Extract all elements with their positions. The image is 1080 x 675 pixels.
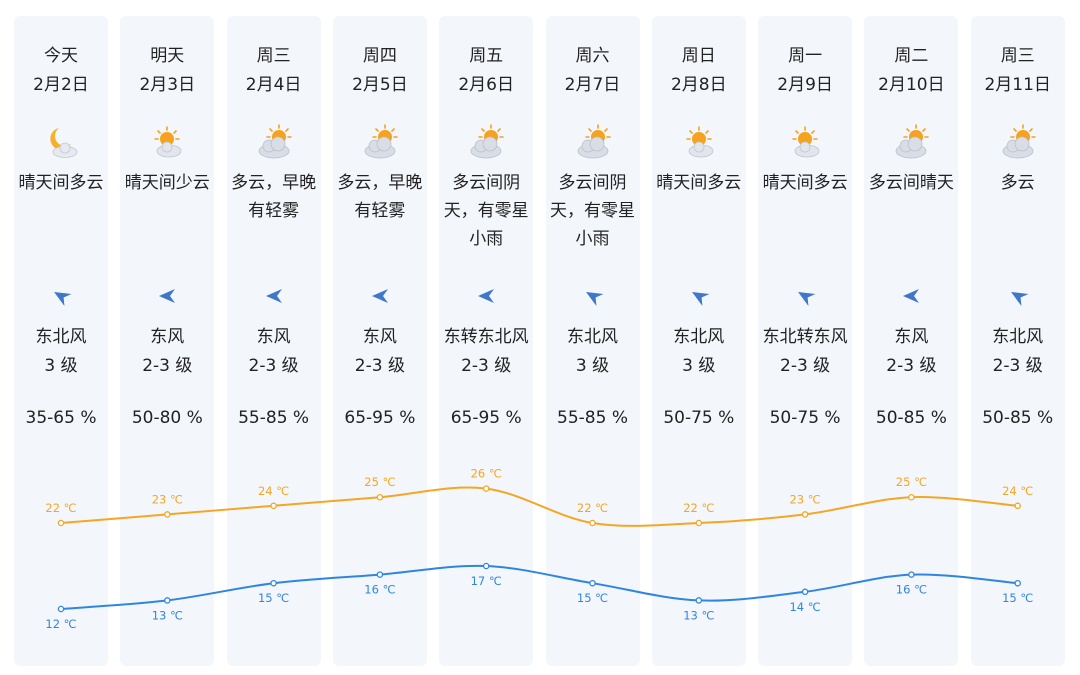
partly-cloudy-icon <box>998 122 1038 162</box>
date-label: 2月4日 <box>245 75 302 95</box>
weather-description: 多云间晴天 <box>868 173 954 193</box>
east-wind-arrow-icon <box>366 282 394 310</box>
weather-description: 晴天间多云 <box>18 173 104 193</box>
wind-level: 3 级 <box>44 356 78 376</box>
humidity: 35-65 % <box>25 408 97 428</box>
northeast-wind-arrow-icon <box>791 282 819 310</box>
day-column: 明天 2月3日晴天间少云东风 2-3 级 50-80 % <box>120 16 215 666</box>
humidity: 50-80 % <box>131 408 203 428</box>
east-wind-arrow-icon <box>260 282 288 310</box>
weather-description: 晴天间多云 <box>762 173 848 193</box>
wind-direction: 东风 <box>150 327 185 347</box>
day-column: 周五 2月6日多云间阴 天，有零星 小雨东转东北风 2-3 级 65-95 % <box>439 16 534 666</box>
partly-cloudy-icon <box>891 122 931 162</box>
day-name: 周五 <box>469 46 504 66</box>
day-column: 周二 2月10日多云间晴天东风 2-3 级 50-85 % <box>864 16 959 666</box>
weather-description: 多云间阴 天，有零星 小雨 <box>550 173 635 249</box>
wind-level: 3 级 <box>575 356 610 376</box>
date-label: 2月10日 <box>878 75 945 95</box>
wind-level: 2-3 级 <box>354 356 405 376</box>
day-column: 周六 2月7日多云间阴 天，有零星 小雨东北风 3 级 55-85 % <box>545 16 640 666</box>
wind-level: 2-3 级 <box>886 356 937 376</box>
wind-direction: 东北风 <box>992 327 1044 347</box>
northeast-wind-arrow-icon <box>47 282 75 310</box>
moon-cloud-icon <box>41 122 81 162</box>
day-column: 周三 2月11日多云东北风 2-3 级 50-85 % <box>970 16 1065 666</box>
weather-description: 多云 <box>1000 173 1035 193</box>
wind-level: 2-3 级 <box>461 356 512 376</box>
wind-level: 2-3 级 <box>992 356 1043 376</box>
east-wind-arrow-icon <box>472 282 500 310</box>
humidity: 55-85 % <box>557 408 628 428</box>
northeast-wind-arrow-icon <box>685 282 713 310</box>
wind-direction: 东北风 <box>35 327 87 347</box>
sun-cloud-icon <box>785 122 825 162</box>
humidity: 50-85 % <box>875 408 947 428</box>
date-label: 2月9日 <box>777 75 833 95</box>
wind-direction: 东北转东风 <box>762 327 848 347</box>
wind-direction: 东风 <box>256 327 291 347</box>
day-name: 周三 <box>1000 46 1035 66</box>
wind-direction: 东风 <box>894 327 929 347</box>
weather-description: 多云，早晚 有轻雾 <box>337 173 423 221</box>
partly-cloudy-icon <box>254 122 294 162</box>
day-name: 明天 <box>150 46 185 66</box>
date-label: 2月3日 <box>139 75 196 95</box>
day-column: 今天 2月2日晴天间多云东北风 3 级 35-65 % <box>14 16 108 666</box>
day-name: 周一 <box>788 46 823 66</box>
wind-level: 3 级 <box>682 356 716 376</box>
sun-cloud-icon <box>147 122 187 162</box>
day-name: 周三 <box>256 46 291 66</box>
day-column: 周四 2月5日多云，早晚 有轻雾东风 2-3 级 65-95 % <box>332 16 427 666</box>
day-name: 周四 <box>362 46 397 66</box>
date-label: 2月11日 <box>984 75 1051 95</box>
partly-cloudy-icon <box>360 122 400 162</box>
northeast-wind-arrow-icon <box>1004 282 1032 310</box>
weather-description: 多云间阴 天，有零星 小雨 <box>443 173 529 249</box>
east-wind-arrow-icon <box>153 282 181 310</box>
date-label: 2月7日 <box>564 75 621 95</box>
humidity: 65-95 % <box>344 408 416 428</box>
humidity: 50-85 % <box>982 408 1054 428</box>
weather-description: 晴天间多云 <box>656 173 742 193</box>
northeast-wind-arrow-icon <box>579 282 607 310</box>
humidity: 50-75 % <box>663 408 735 428</box>
wind-direction: 东风 <box>362 327 397 347</box>
date-label: 2月2日 <box>33 75 89 95</box>
date-label: 2月8日 <box>670 75 727 95</box>
humidity: 65-95 % <box>450 408 522 428</box>
day-name: 周日 <box>681 46 716 66</box>
wind-level: 2-3 级 <box>142 356 193 376</box>
day-column: 周日 2月8日晴天间多云东北风 3 级 50-75 % <box>651 16 746 666</box>
partly-cloudy-icon <box>466 122 506 162</box>
day-column: 周三 2月4日多云，早晚 有轻雾东风 2-3 级 55-85 % <box>226 16 321 666</box>
east-wind-arrow-icon <box>897 282 925 310</box>
sun-cloud-icon <box>679 122 719 162</box>
day-column: 周一 2月9日晴天间多云东北转东风 2-3 级 50-75 % <box>758 16 853 666</box>
date-label: 2月6日 <box>458 75 514 95</box>
wind-direction: 东北风 <box>567 327 618 347</box>
wind-direction: 东转东北风 <box>443 327 529 347</box>
wind-level: 2-3 级 <box>780 356 831 376</box>
weather-description: 多云，早晚 有轻雾 <box>231 173 317 221</box>
day-name: 周六 <box>575 46 610 66</box>
day-name: 周二 <box>894 46 929 66</box>
wind-direction: 东北风 <box>673 327 725 347</box>
weather-description: 晴天间少云 <box>124 173 210 193</box>
date-label: 2月5日 <box>352 75 408 95</box>
wind-level: 2-3 级 <box>248 356 299 376</box>
humidity: 55-85 % <box>238 408 310 428</box>
partly-cloudy-icon <box>573 122 613 162</box>
humidity: 50-75 % <box>769 408 841 428</box>
day-name: 今天 <box>44 46 78 66</box>
